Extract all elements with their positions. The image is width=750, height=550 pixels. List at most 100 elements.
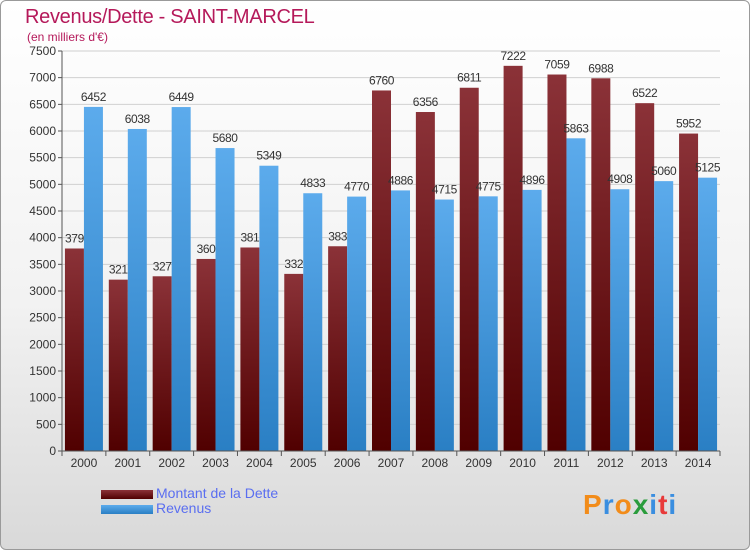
logo-letter: i bbox=[649, 489, 659, 520]
data-label-dette: 6522 bbox=[632, 86, 658, 100]
bar-dette bbox=[108, 279, 128, 451]
data-label-dette: 360 bbox=[197, 242, 217, 256]
data-label-dette: 6988 bbox=[588, 61, 614, 75]
data-label-revenus: 4908 bbox=[607, 172, 633, 186]
bar-dette bbox=[284, 273, 304, 451]
y-tick-label: 6000 bbox=[29, 124, 56, 138]
y-tick-label: 7500 bbox=[29, 44, 56, 58]
data-label-dette: 6811 bbox=[457, 71, 482, 85]
bar-dette bbox=[196, 258, 216, 451]
data-label-revenus: 5349 bbox=[256, 149, 282, 163]
bar-revenus bbox=[391, 190, 410, 451]
data-label-revenus: 6038 bbox=[125, 112, 151, 126]
data-label-dette: 379 bbox=[65, 231, 85, 245]
x-tick-label: 2000 bbox=[71, 456, 98, 470]
x-tick-label: 2013 bbox=[641, 456, 668, 470]
data-label-revenus: 5060 bbox=[651, 164, 677, 178]
bar-dette bbox=[503, 65, 523, 452]
data-label-dette: 321 bbox=[109, 263, 129, 277]
data-label-revenus: 4896 bbox=[520, 173, 546, 187]
bar-revenus bbox=[127, 128, 147, 451]
logo-letter: r bbox=[602, 489, 615, 520]
data-label-revenus: 4886 bbox=[388, 173, 414, 187]
data-label-revenus: 4715 bbox=[432, 183, 458, 197]
data-label-revenus: 6452 bbox=[81, 90, 107, 104]
data-label-dette: 327 bbox=[153, 259, 173, 273]
y-tick-label: 5500 bbox=[29, 151, 56, 165]
bar-dette bbox=[547, 74, 567, 452]
logo-letter: i bbox=[668, 489, 678, 520]
y-tick-label: 3000 bbox=[29, 284, 56, 298]
y-tick-label: 2500 bbox=[29, 311, 56, 325]
bar-revenus bbox=[83, 106, 103, 451]
chart-subtitle: (en milliers d'€) bbox=[27, 30, 108, 44]
x-tick-label: 2011 bbox=[554, 456, 580, 470]
bar-dette bbox=[679, 133, 699, 451]
x-tick-label: 2009 bbox=[465, 456, 492, 470]
data-label-dette: 5952 bbox=[676, 117, 702, 131]
bar-dette bbox=[64, 248, 84, 451]
data-label-revenus: 5125 bbox=[695, 161, 721, 175]
x-tick-label: 2007 bbox=[378, 456, 405, 470]
x-tick-label: 2014 bbox=[685, 456, 712, 470]
x-tick-label: 2006 bbox=[334, 456, 361, 470]
data-label-dette: 383 bbox=[328, 229, 348, 243]
x-tick-label: 2005 bbox=[290, 456, 317, 470]
logo-letter: P bbox=[583, 489, 603, 520]
y-tick-label: 1000 bbox=[29, 391, 56, 405]
bar-dette bbox=[328, 246, 348, 451]
legend-swatch-revenus bbox=[101, 505, 153, 514]
y-tick-label: 0 bbox=[49, 444, 56, 458]
y-tick-label: 7000 bbox=[29, 71, 56, 85]
y-tick-label: 6500 bbox=[29, 97, 56, 111]
bar-revenus bbox=[654, 181, 674, 451]
bar-revenus bbox=[522, 189, 542, 451]
bar-revenus bbox=[171, 107, 191, 451]
bar-dette bbox=[372, 90, 391, 451]
bar-revenus bbox=[347, 196, 367, 451]
legend-label-revenus: Revenus bbox=[156, 500, 212, 516]
logo-letter: t bbox=[658, 489, 669, 520]
data-label-revenus: 4775 bbox=[476, 179, 502, 193]
logo-letter: x bbox=[632, 489, 650, 520]
legend-swatch-dette bbox=[101, 490, 153, 499]
data-label-dette: 381 bbox=[240, 230, 260, 244]
y-tick-label: 500 bbox=[36, 417, 56, 431]
data-label-revenus: 6449 bbox=[169, 90, 195, 104]
data-label-dette: 6356 bbox=[413, 95, 439, 109]
bar-dette bbox=[591, 78, 611, 451]
data-label-revenus: 5863 bbox=[563, 121, 589, 135]
bar-revenus bbox=[698, 177, 718, 451]
bar-revenus bbox=[259, 165, 279, 451]
x-tick-label: 2004 bbox=[246, 456, 273, 470]
legend-label-dette: Montant de la Dette bbox=[156, 485, 279, 501]
x-tick-label: 2008 bbox=[422, 456, 449, 470]
axes: 0 500 1000 1500 2000 2500 3000 3500 4000 4500 5000… bbox=[29, 44, 721, 470]
x-tick-label: 2012 bbox=[597, 456, 624, 470]
bar-revenus bbox=[303, 193, 323, 452]
bars bbox=[64, 65, 718, 452]
data-labels: 379 6452 321 6038 327 6449 360 5680 381 5349 332 48… bbox=[65, 49, 721, 277]
data-label-revenus: 4833 bbox=[300, 176, 326, 190]
bar-revenus bbox=[434, 199, 454, 451]
bar-revenus bbox=[215, 148, 235, 452]
chart-title: Revenus/Dette - SAINT-MARCEL bbox=[25, 6, 315, 28]
proxiti-logo: Proxiti bbox=[583, 489, 677, 521]
data-label-dette: 7222 bbox=[501, 49, 527, 63]
bar-dette bbox=[240, 247, 260, 451]
data-label-dette: 7059 bbox=[544, 58, 570, 72]
data-label-revenus: 4770 bbox=[344, 180, 370, 194]
y-tick-label: 2000 bbox=[29, 337, 56, 351]
y-tick-label: 1500 bbox=[29, 364, 56, 378]
bar-dette bbox=[459, 87, 479, 451]
logo-letter: o bbox=[614, 489, 633, 520]
x-tick-label: 2003 bbox=[202, 456, 229, 470]
data-label-dette: 332 bbox=[284, 257, 304, 271]
y-tick-label: 4000 bbox=[29, 231, 56, 245]
y-tick-label: 5000 bbox=[29, 177, 56, 191]
x-tick-label: 2001 bbox=[114, 456, 141, 470]
data-label-dette: 6760 bbox=[369, 73, 395, 87]
y-tick-label: 3500 bbox=[29, 257, 56, 271]
